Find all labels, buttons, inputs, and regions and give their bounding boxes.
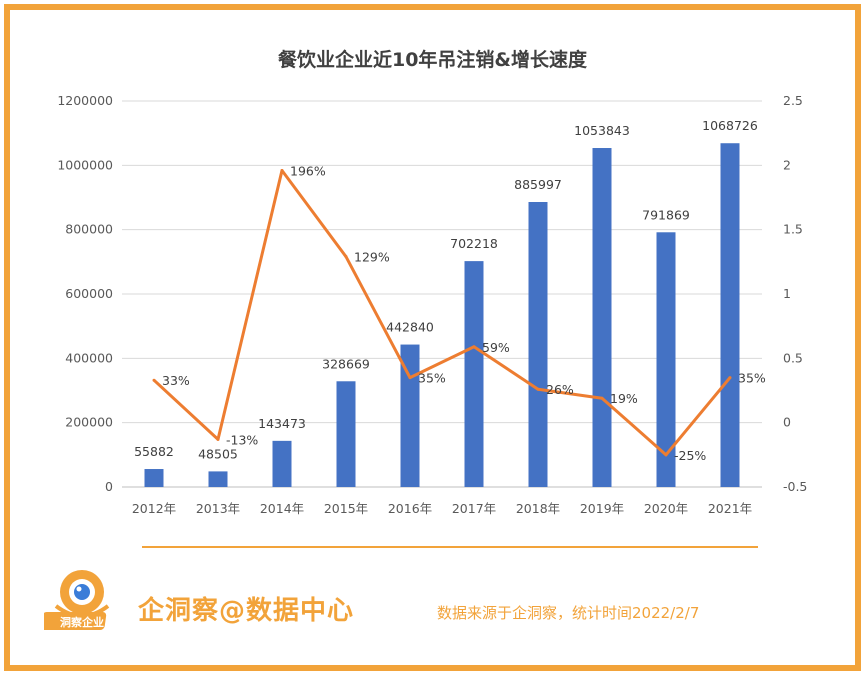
growth-rate-point bbox=[664, 453, 668, 457]
brand-name: 企洞察@数据中心 bbox=[138, 596, 355, 626]
y-right-tick-label: 2 bbox=[783, 157, 791, 172]
y-left-tick-label: 600000 bbox=[65, 286, 113, 301]
svg-text:洞察企业: 洞察企业 bbox=[60, 615, 104, 629]
growth-rate-point bbox=[152, 378, 156, 382]
line-data-label: 26% bbox=[546, 382, 574, 397]
bar bbox=[592, 148, 612, 487]
bar-data-label: 702218 bbox=[450, 236, 498, 251]
y-left-tick-label: 1000000 bbox=[57, 157, 113, 172]
chart-frame bbox=[4, 4, 861, 671]
line-data-label: 19% bbox=[610, 391, 638, 406]
bar-data-label: 328669 bbox=[322, 356, 370, 371]
line-data-label: 35% bbox=[418, 371, 446, 386]
y-right-tick-label: 2.5 bbox=[783, 93, 803, 108]
bar-data-label: 143473 bbox=[258, 416, 306, 431]
x-tick-label: 2021年 bbox=[708, 501, 752, 516]
x-tick-label: 2017年 bbox=[452, 501, 496, 516]
x-tick-label: 2015年 bbox=[324, 501, 368, 516]
line-data-label: 196% bbox=[290, 163, 326, 178]
bar bbox=[208, 471, 228, 487]
x-tick-label: 2019年 bbox=[580, 501, 624, 516]
growth-rate-point bbox=[344, 255, 348, 259]
y-right-tick-label: -0.5 bbox=[783, 479, 807, 494]
bar bbox=[400, 344, 420, 487]
growth-rate-point bbox=[216, 437, 220, 441]
footer-divider bbox=[142, 546, 758, 548]
y-left-tick-label: 800000 bbox=[65, 222, 113, 237]
y-right-tick-label: 1.5 bbox=[783, 222, 803, 237]
line-data-label: 35% bbox=[738, 371, 766, 386]
x-tick-label: 2013年 bbox=[196, 501, 240, 516]
bar-data-label: 1068726 bbox=[702, 118, 758, 133]
y-left-tick-label: 200000 bbox=[65, 415, 113, 430]
bar-data-label: 55882 bbox=[134, 444, 174, 459]
y-left-tick-label: 0 bbox=[105, 479, 113, 494]
bar bbox=[272, 440, 292, 487]
bar-data-label: 1053843 bbox=[574, 123, 630, 138]
bar bbox=[144, 469, 164, 487]
y-right-tick-label: 1 bbox=[783, 286, 791, 301]
growth-rate-point bbox=[408, 376, 412, 380]
line-data-label: -25% bbox=[674, 448, 706, 463]
bar bbox=[656, 232, 676, 487]
x-tick-label: 2016年 bbox=[388, 501, 432, 516]
x-tick-label: 2018年 bbox=[516, 501, 560, 516]
growth-rate-point bbox=[472, 345, 476, 349]
bar-data-label: 885997 bbox=[514, 177, 562, 192]
qidongcha-logo-icon: 洞察企业 bbox=[44, 570, 110, 630]
bar-data-label: 791869 bbox=[642, 207, 690, 222]
line-data-label: -13% bbox=[226, 432, 258, 447]
growth-rate-point bbox=[600, 396, 604, 400]
growth-rate-point bbox=[728, 376, 732, 380]
x-tick-label: 2014年 bbox=[260, 501, 304, 516]
bar-data-label: 442840 bbox=[386, 320, 434, 335]
growth-rate-point bbox=[280, 168, 284, 172]
y-right-tick-label: 0 bbox=[783, 415, 791, 430]
x-tick-label: 2020年 bbox=[644, 501, 688, 516]
line-data-label: 59% bbox=[482, 340, 510, 355]
chart-title: 餐饮业企业近10年吊注销&增长速度 bbox=[277, 49, 587, 71]
bar-data-label: 48505 bbox=[198, 446, 238, 461]
x-tick-label: 2012年 bbox=[132, 501, 176, 516]
y-right-tick-label: 0.5 bbox=[783, 350, 803, 365]
growth-rate-point bbox=[536, 387, 540, 391]
line-data-label: 129% bbox=[354, 250, 390, 265]
data-source-note: 数据来源于企洞察，统计时间2022/2/7 bbox=[437, 604, 700, 622]
bar bbox=[720, 143, 740, 487]
y-left-tick-label: 400000 bbox=[65, 350, 113, 365]
line-data-label: 33% bbox=[162, 373, 190, 388]
growth-rate-line bbox=[152, 168, 732, 457]
bar bbox=[336, 381, 356, 487]
y-left-tick-label: 1200000 bbox=[57, 93, 113, 108]
bar bbox=[528, 202, 548, 487]
bar bbox=[464, 261, 484, 487]
